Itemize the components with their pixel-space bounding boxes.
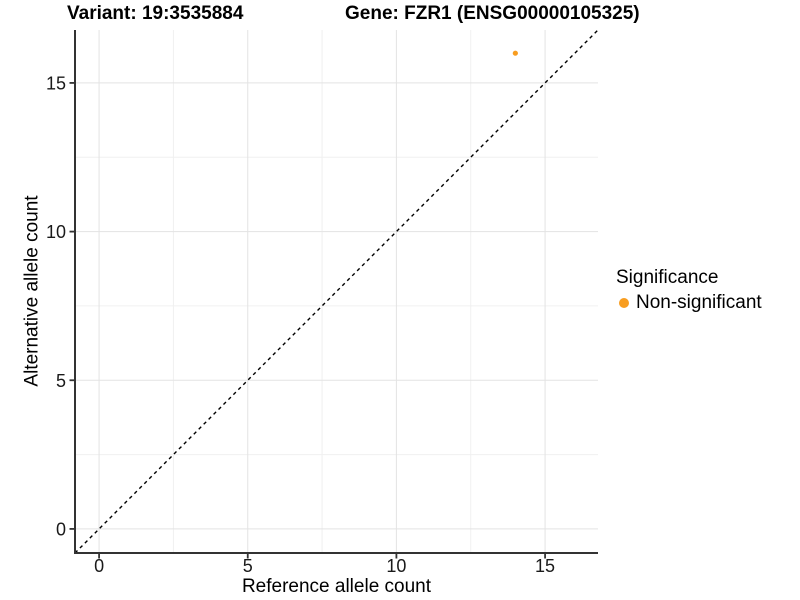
y-tick-label: 10 (46, 222, 66, 242)
plot-title-variant: Variant: 19:3535884 (67, 3, 244, 24)
y-tick-label: 5 (56, 371, 66, 391)
legend: Significance Non-significant (616, 266, 762, 315)
data-point (512, 50, 518, 56)
x-tick-label: 15 (535, 556, 555, 576)
legend-title: Significance (616, 267, 719, 288)
x-axis-title: Reference allele count (241, 576, 432, 597)
plot-title-gene: Gene: FZR1 (ENSG00000105325) (345, 3, 640, 24)
y-axis-title: Alternative allele count (22, 195, 44, 387)
legend-item: Non-significant (616, 291, 762, 315)
x-tick-label: 10 (386, 556, 406, 576)
x-tick-label: 5 (243, 556, 253, 576)
identity-line (74, 29, 599, 554)
legend-point-icon (619, 298, 629, 308)
legend-item-label: Non-significant (636, 292, 762, 313)
y-tick-label: 0 (56, 519, 66, 539)
x-tick-label: 0 (94, 556, 104, 576)
y-tick-label: 15 (46, 73, 66, 93)
